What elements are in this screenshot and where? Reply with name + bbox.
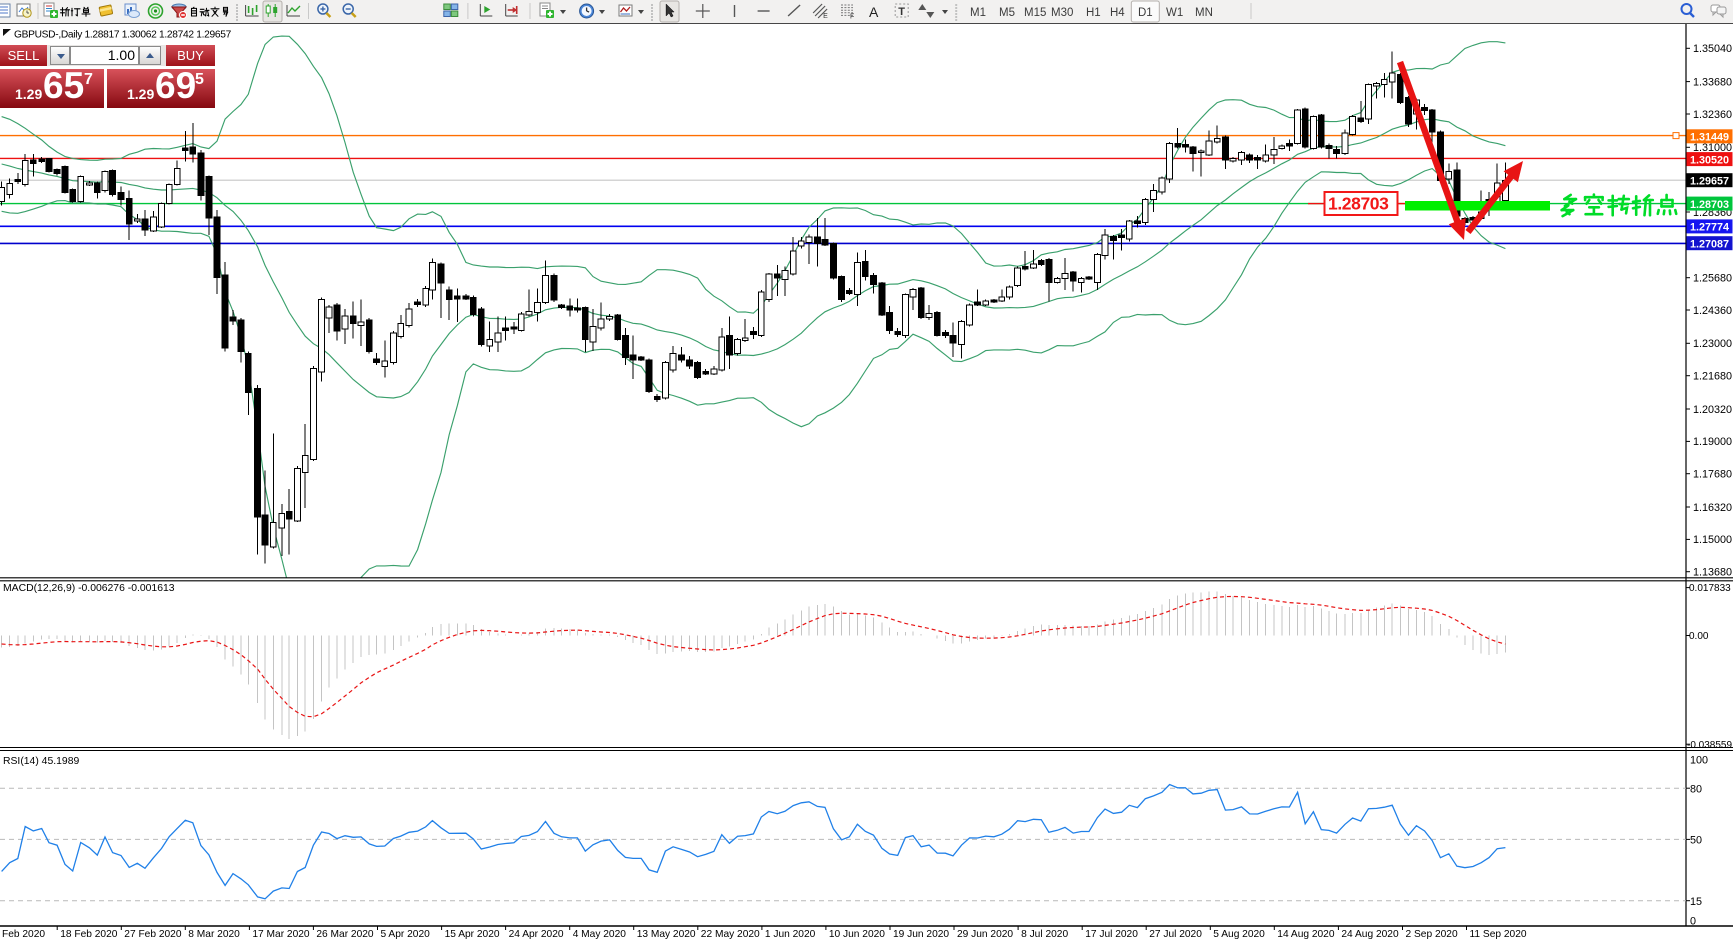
- svg-text:4 May 2020: 4 May 2020: [573, 929, 627, 940]
- svg-text:5 Apr 2020: 5 Apr 2020: [381, 929, 431, 940]
- svg-text:24 Apr 2020: 24 Apr 2020: [509, 929, 564, 940]
- svg-text:1.25680: 1.25680: [1693, 273, 1732, 285]
- svg-text:M5: M5: [999, 7, 1015, 19]
- svg-text:0.017833: 0.017833: [1689, 583, 1731, 594]
- svg-text:2 Sep 2020: 2 Sep 2020: [1406, 929, 1458, 940]
- svg-text:1.19000: 1.19000: [1693, 436, 1732, 448]
- svg-text:1.35040: 1.35040: [1693, 43, 1732, 55]
- svg-text:1 Jun 2020: 1 Jun 2020: [765, 929, 816, 940]
- svg-text:1.23000: 1.23000: [1693, 338, 1732, 350]
- svg-text:11 Sep 2020: 11 Sep 2020: [1470, 929, 1527, 940]
- svg-text:1.28703: 1.28703: [1690, 199, 1729, 211]
- svg-text:5 Aug 2020: 5 Aug 2020: [1213, 929, 1265, 940]
- svg-text:17 Jul 2020: 17 Jul 2020: [1085, 929, 1138, 940]
- svg-text:M30: M30: [1051, 7, 1073, 19]
- svg-text:1.27774: 1.27774: [1690, 222, 1729, 234]
- svg-text:27 Jul 2020: 27 Jul 2020: [1149, 929, 1202, 940]
- svg-text:15: 15: [1690, 896, 1702, 908]
- svg-text:24 Aug 2020: 24 Aug 2020: [1341, 929, 1399, 940]
- svg-text:18 Feb 2020: 18 Feb 2020: [60, 929, 118, 940]
- svg-text:H1: H1: [1086, 7, 1101, 19]
- svg-text:1.28703: 1.28703: [1328, 194, 1389, 214]
- svg-text:-0.038559: -0.038559: [1687, 740, 1732, 751]
- svg-text:1.13680: 1.13680: [1693, 567, 1732, 579]
- svg-text:W1: W1: [1166, 7, 1183, 19]
- svg-text:80: 80: [1690, 783, 1702, 795]
- svg-text:GBPUSD-,Daily 1.28817 1.30062: GBPUSD-,Daily 1.28817 1.30062 1.28742 1.…: [14, 30, 232, 41]
- svg-text:13 May 2020: 13 May 2020: [637, 929, 696, 940]
- svg-text:Feb 2020: Feb 2020: [2, 929, 45, 940]
- svg-text:17 Mar 2020: 17 Mar 2020: [252, 929, 310, 940]
- svg-text:15 Apr 2020: 15 Apr 2020: [445, 929, 500, 940]
- svg-text:M1: M1: [970, 7, 986, 19]
- svg-text:0.00: 0.00: [1689, 631, 1709, 642]
- svg-text:1.17680: 1.17680: [1693, 469, 1732, 481]
- svg-text:RSI(14) 45.1989: RSI(14) 45.1989: [3, 756, 79, 767]
- svg-text:1.27087: 1.27087: [1690, 238, 1729, 250]
- svg-text:50: 50: [1690, 835, 1702, 847]
- svg-text:0: 0: [1690, 915, 1696, 927]
- svg-text:1.16320: 1.16320: [1693, 502, 1732, 514]
- svg-text:H4: H4: [1110, 7, 1125, 19]
- svg-text:1.20320: 1.20320: [1693, 404, 1732, 416]
- svg-text:1.31000: 1.31000: [1693, 142, 1732, 154]
- svg-text:MN: MN: [1195, 7, 1213, 19]
- svg-text:1.33680: 1.33680: [1693, 76, 1732, 88]
- svg-text:1.24360: 1.24360: [1693, 305, 1732, 317]
- svg-text:26 Mar 2020: 26 Mar 2020: [316, 929, 374, 940]
- svg-text:100: 100: [1690, 755, 1708, 767]
- svg-text:1.32360: 1.32360: [1693, 109, 1732, 121]
- svg-text:MACD(12,26,9) -0.006276 -0.001: MACD(12,26,9) -0.006276 -0.001613: [3, 583, 175, 594]
- svg-text:10 Jun 2020: 10 Jun 2020: [829, 929, 885, 940]
- svg-text:1.21680: 1.21680: [1693, 371, 1732, 383]
- svg-text:1.31449: 1.31449: [1690, 132, 1729, 144]
- svg-text:M15: M15: [1024, 7, 1046, 19]
- svg-text:E: E: [823, 13, 828, 20]
- svg-text:14 Aug 2020: 14 Aug 2020: [1277, 929, 1335, 940]
- svg-text:8 Jul 2020: 8 Jul 2020: [1021, 929, 1068, 940]
- svg-text:F: F: [850, 14, 854, 21]
- svg-text:29 Jun 2020: 29 Jun 2020: [957, 929, 1013, 940]
- svg-text:22 May 2020: 22 May 2020: [701, 929, 760, 940]
- svg-text:8 Mar 2020: 8 Mar 2020: [188, 929, 240, 940]
- svg-text:1.29657: 1.29657: [1690, 175, 1729, 187]
- svg-text:D1: D1: [1138, 7, 1153, 19]
- svg-text:T: T: [898, 6, 905, 18]
- svg-text:1.30520: 1.30520: [1690, 154, 1729, 166]
- svg-text:27 Feb 2020: 27 Feb 2020: [124, 929, 182, 940]
- svg-text:19 Jun 2020: 19 Jun 2020: [893, 929, 949, 940]
- svg-text:A: A: [869, 4, 879, 20]
- svg-text:1.15000: 1.15000: [1693, 534, 1732, 546]
